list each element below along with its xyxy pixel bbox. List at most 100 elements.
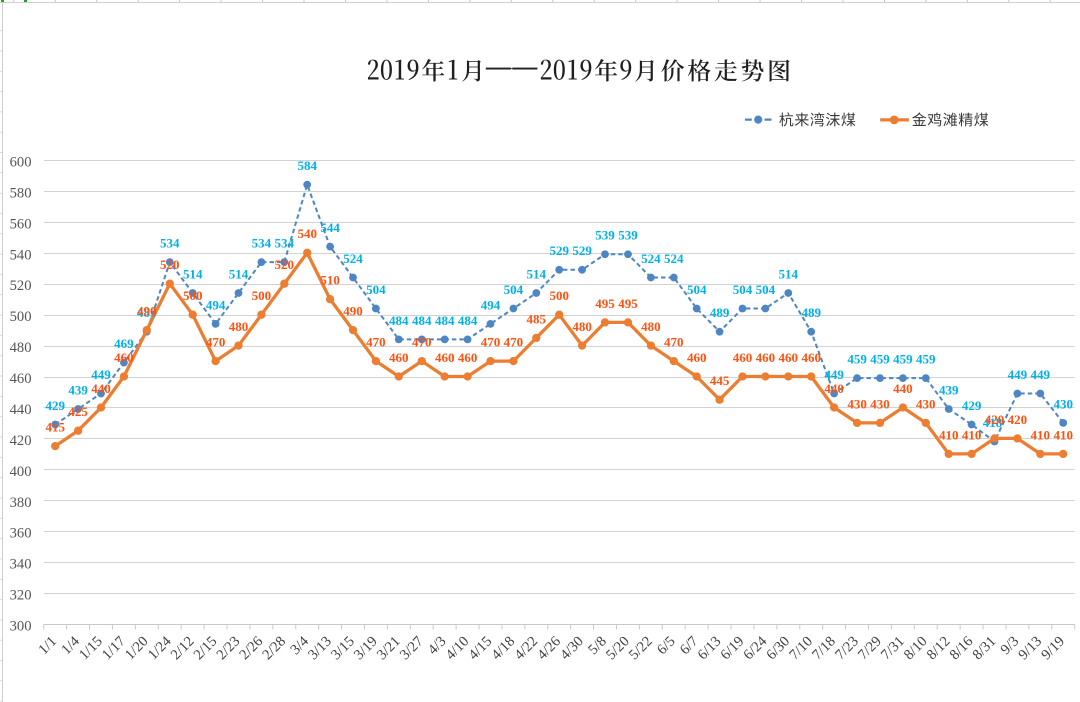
svg-text:524: 524	[641, 251, 661, 266]
svg-text:485: 485	[527, 311, 547, 326]
svg-text:440: 440	[91, 381, 111, 396]
svg-text:430: 430	[916, 396, 936, 411]
svg-text:544: 544	[320, 220, 340, 235]
svg-text:460: 460	[733, 350, 753, 365]
svg-text:540: 540	[297, 226, 317, 241]
svg-text:429: 429	[962, 398, 982, 413]
svg-text:524: 524	[343, 251, 363, 266]
svg-text:529: 529	[549, 243, 569, 258]
svg-text:500: 500	[10, 309, 32, 325]
svg-text:470: 470	[664, 335, 684, 350]
svg-text:484: 484	[458, 313, 478, 328]
svg-text:420: 420	[1008, 412, 1028, 427]
svg-text:360: 360	[10, 526, 32, 542]
svg-text:500: 500	[183, 288, 203, 303]
svg-text:420: 420	[985, 412, 1005, 427]
svg-text:489: 489	[137, 305, 157, 320]
svg-text:440: 440	[824, 381, 844, 396]
svg-text:410: 410	[1031, 427, 1051, 442]
svg-text:340: 340	[10, 557, 32, 573]
svg-text:460: 460	[435, 350, 455, 365]
svg-text:460: 460	[10, 371, 32, 387]
svg-text:418: 418	[983, 415, 1003, 430]
svg-text:480: 480	[229, 319, 249, 334]
svg-text:495: 495	[618, 296, 638, 311]
svg-text:484: 484	[389, 313, 409, 328]
svg-text:449: 449	[824, 367, 844, 382]
svg-text:504: 504	[687, 282, 707, 297]
svg-text:540: 540	[10, 247, 32, 263]
svg-text:460: 460	[114, 350, 134, 365]
svg-text:439: 439	[68, 382, 88, 397]
svg-text:529: 529	[572, 243, 592, 258]
svg-text:490: 490	[137, 304, 157, 319]
svg-text:504: 504	[504, 282, 524, 297]
svg-text:430: 430	[1053, 396, 1073, 411]
svg-text:440: 440	[893, 381, 913, 396]
svg-text:400: 400	[10, 464, 32, 480]
svg-text:520: 520	[160, 257, 180, 272]
svg-text:430: 430	[870, 396, 890, 411]
svg-text:514: 514	[527, 266, 547, 281]
svg-text:460: 460	[687, 350, 707, 365]
svg-text:480: 480	[10, 340, 32, 356]
svg-text:460: 460	[779, 350, 799, 365]
svg-text:460: 460	[389, 350, 409, 365]
svg-text:410: 410	[1053, 427, 1073, 442]
svg-text:320: 320	[10, 588, 32, 604]
svg-text:440: 440	[10, 402, 32, 418]
svg-text:504: 504	[756, 282, 776, 297]
svg-text:459: 459	[847, 352, 867, 367]
svg-text:495: 495	[595, 296, 615, 311]
svg-text:460: 460	[801, 350, 821, 365]
svg-text:510: 510	[320, 273, 340, 288]
svg-text:410: 410	[962, 427, 982, 442]
svg-text:520: 520	[275, 257, 295, 272]
svg-text:410: 410	[939, 427, 959, 442]
svg-text:489: 489	[710, 305, 730, 320]
svg-text:449: 449	[1031, 367, 1051, 382]
svg-text:469: 469	[114, 336, 134, 351]
svg-text:584: 584	[297, 158, 317, 173]
svg-text:580: 580	[10, 185, 32, 201]
svg-text:449: 449	[91, 367, 111, 382]
svg-text:429: 429	[45, 398, 65, 413]
svg-text:470: 470	[366, 335, 386, 350]
svg-text:534: 534	[252, 236, 272, 251]
svg-text:380: 380	[10, 495, 32, 511]
svg-text:560: 560	[10, 216, 32, 232]
svg-text:524: 524	[664, 251, 684, 266]
svg-text:534: 534	[160, 236, 180, 251]
svg-text:500: 500	[252, 288, 272, 303]
svg-text:504: 504	[366, 282, 386, 297]
svg-text:460: 460	[756, 350, 776, 365]
svg-text:494: 494	[206, 297, 226, 312]
svg-text:504: 504	[733, 282, 753, 297]
svg-text:470: 470	[481, 335, 501, 350]
svg-text:500: 500	[549, 288, 569, 303]
svg-text:459: 459	[916, 352, 936, 367]
svg-text:514: 514	[183, 266, 203, 281]
svg-text:430: 430	[847, 396, 867, 411]
svg-text:415: 415	[45, 420, 65, 435]
svg-text:425: 425	[68, 404, 88, 419]
svg-text:480: 480	[572, 319, 592, 334]
svg-text:470: 470	[206, 335, 226, 350]
svg-text:439: 439	[939, 382, 959, 397]
svg-text:459: 459	[893, 352, 913, 367]
svg-text:460: 460	[458, 350, 478, 365]
svg-text:514: 514	[779, 266, 799, 281]
svg-text:470: 470	[412, 335, 432, 350]
svg-text:490: 490	[343, 304, 363, 319]
svg-text:484: 484	[412, 313, 432, 328]
svg-text:539: 539	[618, 228, 638, 243]
svg-text:449: 449	[1008, 367, 1028, 382]
svg-text:300: 300	[10, 619, 32, 635]
svg-text:600: 600	[10, 155, 32, 171]
svg-text:470: 470	[504, 335, 524, 350]
svg-text:520: 520	[10, 278, 32, 294]
svg-text:480: 480	[641, 319, 661, 334]
svg-text:484: 484	[435, 313, 455, 328]
svg-text:445: 445	[710, 373, 730, 388]
svg-text:420: 420	[10, 433, 32, 449]
